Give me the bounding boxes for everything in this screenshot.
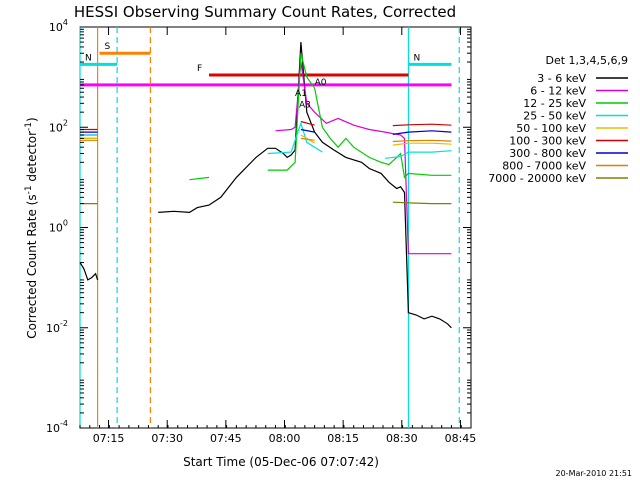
- vertical-markers: [79, 27, 460, 428]
- band-label: N: [85, 53, 92, 63]
- series-line: [80, 201, 452, 205]
- y-axis-label: Corrected Count Rate (s-1 detector-1): [24, 117, 39, 338]
- x-tick-label: 08:45: [445, 432, 477, 445]
- chart-title: HESSI Observing Summary Count Rates, Cor…: [74, 3, 456, 21]
- series-line: [80, 53, 452, 181]
- y-axis-ticks: 104 102 100 10-2 10-4: [46, 18, 471, 435]
- series-line: [79, 42, 452, 329]
- legend-entry-label: 50 - 100 keV: [516, 122, 586, 135]
- legend-entry-label: 6 - 12 keV: [530, 85, 586, 98]
- y-tick-label: 102: [49, 118, 68, 134]
- band-label: F: [197, 64, 202, 74]
- series-line: [80, 120, 452, 131]
- legend-entry-label: 7000 - 20000 keV: [488, 172, 586, 185]
- series-lines: [79, 42, 452, 329]
- timestamp: 20-Mar-2010 21:51: [556, 469, 633, 478]
- y-tick-label: 10-2: [46, 319, 68, 335]
- x-tick-label: 07:30: [151, 432, 183, 445]
- legend-entry-label: 25 - 50 keV: [523, 110, 586, 123]
- legend-entry-label: 300 - 800 keV: [509, 147, 586, 160]
- x-tick-label: 07:15: [93, 432, 125, 445]
- legend-entry-label: 12 - 25 keV: [523, 97, 586, 110]
- series-line: [80, 134, 452, 146]
- x-tick-label: 08:30: [386, 432, 418, 445]
- x-tick-label: 08:00: [269, 432, 301, 445]
- band-markers: S N N F: [80, 42, 452, 87]
- plot-frame: [79, 26, 472, 429]
- legend-entry-label: 3 - 6 keV: [537, 72, 586, 85]
- band-label: N: [413, 53, 420, 63]
- y-tick-label: 100: [49, 219, 68, 235]
- annotation-label: A0: [315, 78, 327, 88]
- y-tick-label: 10-4: [46, 419, 68, 435]
- x-axis-label: Start Time (05-Dec-06 07:07:42): [183, 455, 379, 469]
- band-label: S: [105, 42, 111, 52]
- legend-entry-label: 100 - 300 keV: [509, 135, 586, 148]
- x-axis-ticks: 07:15 07:30 07:45 08:00 08:15 08:30 08:45: [79, 27, 477, 445]
- series-line: [80, 137, 452, 143]
- flare-annotations: A1 A0 A3: [295, 78, 327, 110]
- legend-title: Det 1,3,4,5,6,9: [545, 54, 628, 67]
- x-tick-label: 08:15: [327, 432, 359, 445]
- series-line: [80, 128, 452, 135]
- annotation-label: A3: [299, 100, 311, 110]
- legend-entry-label: 800 - 7000 keV: [502, 160, 586, 173]
- annotation-label: A1: [295, 89, 307, 99]
- y-tick-label: 104: [49, 18, 68, 34]
- x-tick-label: 07:45: [210, 432, 242, 445]
